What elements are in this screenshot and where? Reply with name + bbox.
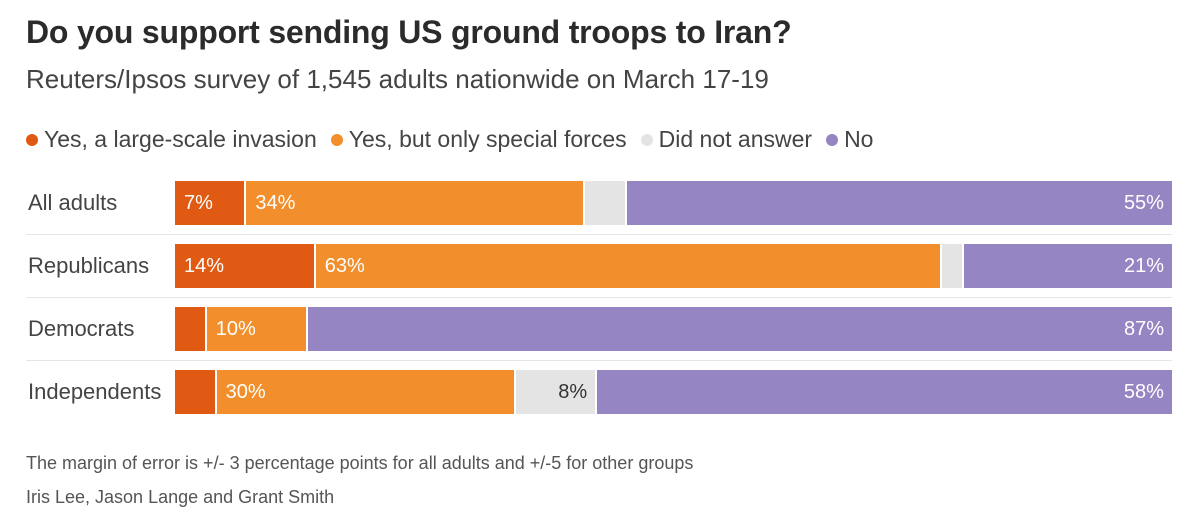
legend-dot-icon [330, 133, 343, 146]
bar-segment: 55% [626, 181, 1172, 225]
bar-segment: 58% [597, 370, 1172, 414]
bar-segment [942, 244, 962, 288]
data-label: 63% [324, 255, 365, 277]
legend-item-no: No [826, 126, 873, 153]
bar-gap [244, 181, 247, 225]
row-label: Independents [28, 379, 162, 404]
data-label: 34% [255, 192, 296, 214]
data-label: 58% [1123, 381, 1164, 403]
bar-segment: 8% [515, 370, 596, 414]
legend-label: Yes, a large-scale invasion [44, 126, 317, 152]
bar-gap [961, 244, 964, 288]
bar-gap [940, 244, 943, 288]
credit-line: Iris Lee, Jason Lange and Grant Smith [26, 487, 335, 507]
footnote: The margin of error is +/- 3 percentage … [26, 453, 694, 473]
row-label: Democrats [28, 316, 135, 341]
data-label: 30% [225, 381, 266, 403]
bar-segment: 7% [175, 181, 245, 225]
bar-segment: 87% [308, 307, 1172, 351]
bar-gap [214, 370, 217, 414]
legend-item-large-scale-invasion: Yes, a large-scale invasion [26, 126, 317, 153]
data-label: 21% [1123, 255, 1164, 277]
legend-label: Yes, but only special forces [348, 126, 627, 152]
bar-gap [513, 370, 516, 414]
row-label: All adults [28, 190, 118, 215]
bar-gap [306, 307, 309, 351]
bar-gap [583, 181, 586, 225]
bar-row-independents: 30% 8% 58% [175, 370, 1172, 414]
bar-segment [585, 181, 625, 225]
bar-segment [175, 370, 215, 414]
bar-segment: 14% [175, 244, 314, 288]
bar-row-republicans: 14% 63% 21% [175, 244, 1172, 288]
legend-dot-icon [826, 133, 839, 146]
bar-gap [313, 244, 316, 288]
bar-segment [175, 307, 205, 351]
bar-row-democrats: 10% 87% [175, 307, 1172, 351]
data-label: 55% [1123, 192, 1164, 214]
data-label: 10% [215, 318, 256, 340]
bar-segment: 34% [246, 181, 584, 225]
chart-subtitle: Reuters/Ipsos survey of 1,545 adults nat… [26, 64, 769, 94]
data-label: 87% [1123, 318, 1164, 340]
legend-dot-icon [26, 133, 38, 146]
data-label: 8% [558, 381, 588, 403]
row-separator [26, 360, 1172, 361]
bar-gap [204, 307, 207, 351]
legend-label: Did not answer [658, 126, 813, 152]
row-label: Republicans [28, 253, 150, 278]
bar-gap [595, 370, 598, 414]
legend-label: No [844, 126, 874, 152]
legend-dot-icon [640, 133, 653, 146]
data-label: 14% [184, 255, 225, 277]
bar-segment: 21% [963, 244, 1172, 288]
bar-segment: 30% [216, 370, 514, 414]
bar-segment: 10% [206, 307, 307, 351]
bar-row-all-adults: 7% 34% 55% [175, 181, 1172, 225]
legend-item-special-forces: Yes, but only special forces [330, 126, 627, 153]
legend: Yes, a large-scale invasion Yes, but onl… [26, 126, 887, 153]
legend-item-did-not-answer: Did not answer [640, 126, 813, 153]
row-separator [26, 234, 1172, 235]
data-label: 7% [184, 192, 213, 214]
bar-segment: 63% [315, 244, 941, 288]
chart-title: Do you support sending US ground troops … [26, 14, 792, 50]
bar-gap [624, 181, 627, 225]
row-separator [26, 297, 1172, 298]
